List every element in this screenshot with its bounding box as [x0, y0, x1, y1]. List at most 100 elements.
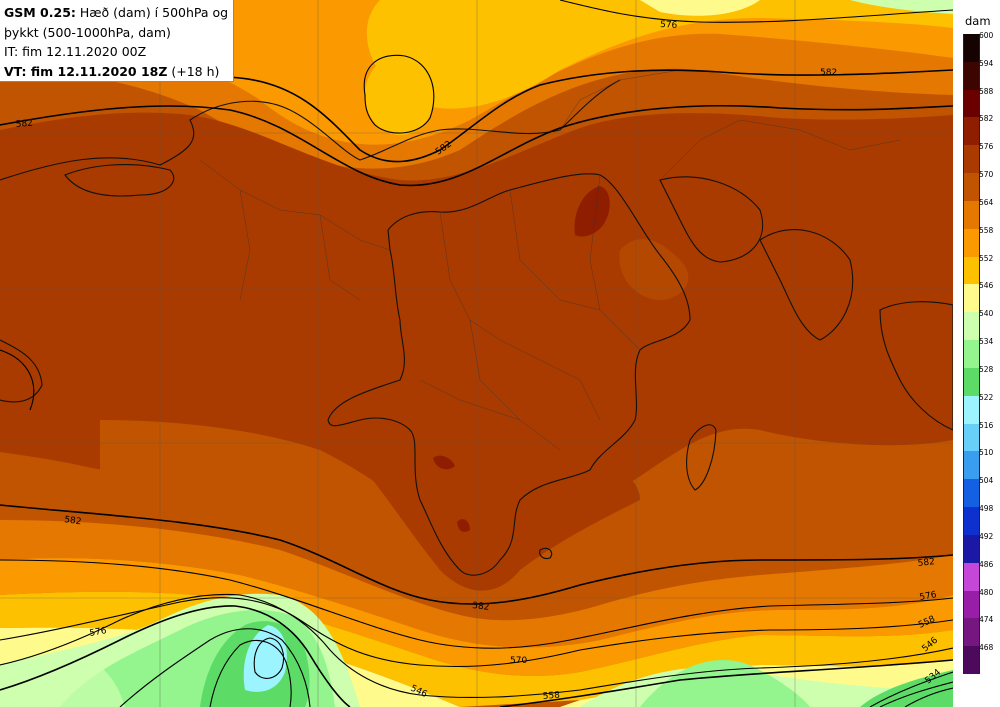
- contour-label-576-top: 576: [660, 20, 678, 31]
- contour-558-south: [0, 605, 953, 707]
- contour-540-cell: [253, 637, 285, 679]
- title-desc-2: þykkt (500-1000hPa, dam): [4, 24, 171, 40]
- legend-swatch-480: [964, 590, 979, 619]
- contour-582-loop: [363, 54, 435, 134]
- legend-swatch-576: [964, 145, 979, 174]
- legend-swatch-486: [964, 562, 979, 591]
- legend-label-546: 546: [979, 281, 994, 291]
- valid-time-line: VT: fim 12.11.2020 18Z (+18 h): [4, 62, 233, 82]
- legend-label-564: 564: [979, 197, 994, 207]
- contour-label-582-right: 582: [472, 601, 490, 613]
- contour-label-576-left: 582: [917, 557, 935, 569]
- contour-582-main: [0, 104, 953, 187]
- legend-colorbar: [963, 34, 980, 675]
- legend-label-516: 516: [979, 420, 994, 430]
- legend-label-552: 552: [979, 253, 994, 263]
- legend-swatch-558: [964, 228, 979, 258]
- coast-arabia: [659, 176, 764, 263]
- model-name: GSM 0.25:: [4, 5, 76, 20]
- coast-se-asia: [879, 301, 953, 431]
- legend-swatch-588: [964, 89, 979, 118]
- band-540-ne: [850, 0, 953, 14]
- band-576-west: [0, 412, 100, 470]
- legend-swatch-498: [964, 507, 979, 536]
- forecast-hours: (+18 h): [167, 63, 220, 79]
- contour-576-south: [0, 559, 953, 649]
- legend-swatch-546: [964, 284, 979, 313]
- legend-swatch-492: [964, 534, 979, 564]
- legend-label-480: 480: [979, 587, 994, 597]
- borders: [199, 69, 901, 451]
- contour-label-576-right: 576: [89, 626, 108, 639]
- legend-label-522: 522: [979, 392, 994, 402]
- band-576-main: [0, 112, 953, 560]
- map-info-box: GSM 0.25: Hæð (dam) í 500hPa og þykkt (5…: [0, 0, 234, 82]
- legend-swatch-600: [964, 34, 979, 63]
- legend-label-594: 594: [979, 58, 994, 68]
- contour-582-south: [0, 504, 953, 605]
- legend-label-576: 576: [979, 142, 994, 152]
- legend-label-588: 588: [979, 86, 994, 96]
- legend-swatch-534: [964, 340, 979, 369]
- band-558-south: [0, 558, 953, 676]
- legend-swatch-504: [964, 479, 979, 508]
- legend-label-528: 528: [979, 364, 994, 374]
- title-line-1: GSM 0.25: Hæð (dam) í 500hPa og: [4, 3, 233, 23]
- weather-map: 582 576 582 582 582 582 582 576 576 570 …: [0, 0, 953, 707]
- legend-label-468: 468: [979, 643, 994, 653]
- coast-north: [0, 79, 621, 181]
- band-570-south: [0, 452, 953, 621]
- legend-label-600: 600: [979, 31, 994, 40]
- band-540-left-patch: [0, 656, 125, 707]
- legend-swatch-570: [964, 173, 979, 202]
- legend-swatch-516: [964, 423, 979, 452]
- legend-label-582: 582: [979, 114, 994, 124]
- legend-unit: dam: [965, 14, 991, 28]
- legend-swatch-540: [964, 312, 979, 341]
- graticule: [0, 0, 953, 707]
- color-legend: dam 600 594 588 582 576 570 564 558 552 546 540 534…: [953, 0, 1000, 707]
- contour-570-north: [559, 0, 953, 23]
- height-contours: [0, 0, 953, 707]
- contour-label-582-left: 582: [15, 119, 33, 130]
- band-582-patch-2: [433, 455, 455, 470]
- legend-swatch-564: [964, 200, 979, 230]
- coast-madagascar: [686, 424, 717, 491]
- contour-576-loop-west: [0, 349, 35, 411]
- contour-552-south: [119, 628, 953, 707]
- band-576-south: [330, 425, 640, 591]
- contour-label-582-top-right: 582: [820, 68, 837, 78]
- band-552-north: [366, 0, 953, 109]
- legend-label-570: 570: [979, 170, 994, 180]
- legend-swatch-510: [964, 451, 979, 480]
- band-582-patch-3: [457, 519, 470, 532]
- legend-swatch-474: [964, 618, 979, 647]
- legend-swatch-552: [964, 256, 979, 285]
- contour-546-south: [209, 640, 953, 707]
- legend-label-540: 540: [979, 309, 994, 319]
- coast-sardinia: [64, 164, 175, 197]
- band-546-north: [640, 0, 760, 16]
- legend-swatch-528: [964, 367, 979, 397]
- band-570-patch-east: [619, 239, 689, 300]
- legend-label-492: 492: [979, 531, 994, 541]
- legend-swatch-594: [964, 61, 979, 91]
- contour-label-546-bottom: 558: [542, 691, 560, 702]
- band-528-se: [860, 670, 953, 707]
- init-time: IT: fim 12.11.2020 00Z: [4, 44, 147, 59]
- legend-label-504: 504: [979, 476, 994, 486]
- coast-india: [759, 229, 854, 341]
- coast-south-islands: [539, 547, 553, 560]
- legend-label-486: 486: [979, 559, 994, 569]
- legend-swatch-582: [964, 117, 979, 146]
- legend-label-510: 510: [979, 448, 994, 458]
- contour-label-570-bottom: 576: [919, 590, 938, 603]
- title-desc-1: Hæð (dam) í 500hPa og: [75, 5, 229, 20]
- band-582-patch-1: [574, 186, 610, 237]
- coast-west-ocean: [0, 339, 43, 403]
- legend-label-534: 534: [979, 337, 994, 347]
- legend-swatch-468: [964, 646, 979, 675]
- legend-label-498: 498: [979, 504, 994, 514]
- band-534-south-right: [640, 659, 810, 707]
- contour-534-se: [904, 687, 953, 707]
